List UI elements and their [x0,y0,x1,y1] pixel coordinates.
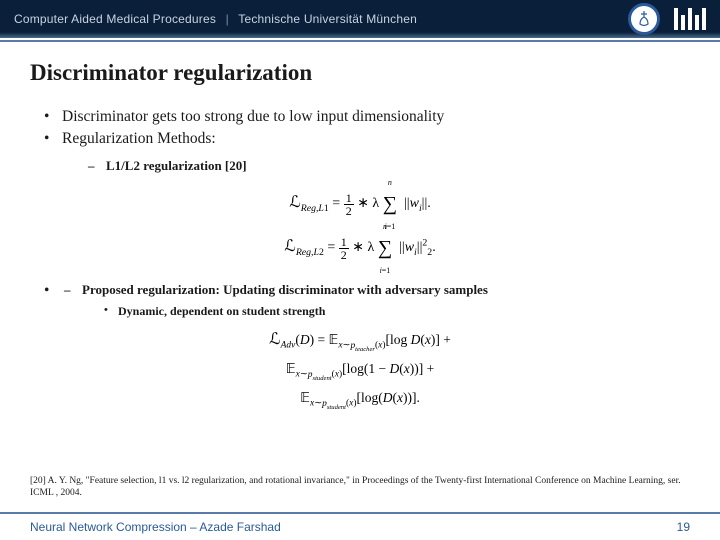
adv-formulas: ℒAdv(D) = 𝔼x∼pteacher(x)[log D(x)] + 𝔼x∼… [30,325,690,414]
sub-2-text: Proposed regularization: Updating discri… [82,282,488,297]
bullet-2-text: Regularization Methods: [62,130,216,147]
separator: | [226,12,229,26]
header-text: Computer Aided Medical Procedures | Tech… [14,12,417,26]
org2: Technische Universität München [238,12,417,26]
slide-content: Discriminator regularization Discriminat… [0,42,720,414]
formula-l1: ℒReg,L1 = 12 ∗ λ ∑ni=1 ||wi||. [30,182,690,226]
formula-adv1: ℒAdv(D) = 𝔼x∼pteacher(x)[log D(x)] + [30,325,690,356]
sub-1: L1/L2 regularization [20] [88,158,690,174]
sub-2: Proposed regularization: Updating discri… [64,282,690,319]
reference-citation: [20] A. Y. Ng, "Feature selection, l1 vs… [30,476,690,500]
slide-title: Discriminator regularization [30,60,690,86]
subsub-1: Dynamic, dependent on student strength [104,304,690,319]
formula-adv2: 𝔼x∼pstudent(x)[log(1 − D(x))] + [30,356,690,385]
sub-list-2: Proposed regularization: Updating discri… [38,282,690,319]
bullet-2: Regularization Methods: L1/L2 regulariza… [38,130,690,174]
bullet-1: Discriminator gets too strong due to low… [38,108,690,126]
header-bar: Computer Aided Medical Procedures | Tech… [0,0,720,38]
bullet-list-2: Proposed regularization: Updating discri… [30,282,690,319]
logos [628,3,706,35]
footer: Neural Network Compression – Azade Farsh… [0,512,720,540]
subsub-list: Dynamic, dependent on student strength [82,304,690,319]
camp-logo-icon [628,3,660,35]
l1l2-formulas: ℒReg,L1 = 12 ∗ λ ∑ni=1 ||wi||. ℒReg,L2 =… [30,182,690,270]
tum-logo-icon [674,8,706,30]
formula-adv3: 𝔼x∼pstudent(x)[log(D(x))]. [30,385,690,414]
bullet-list: Discriminator gets too strong due to low… [30,108,690,174]
footer-left: Neural Network Compression – Azade Farsh… [30,520,281,534]
page-number: 19 [677,520,690,534]
org1: Computer Aided Medical Procedures [14,12,216,26]
sub-list: L1/L2 regularization [20] [62,158,690,174]
formula-l2: ℒReg,L2 = 12 ∗ λ ∑ni=1 ||wi||22. [30,226,690,270]
